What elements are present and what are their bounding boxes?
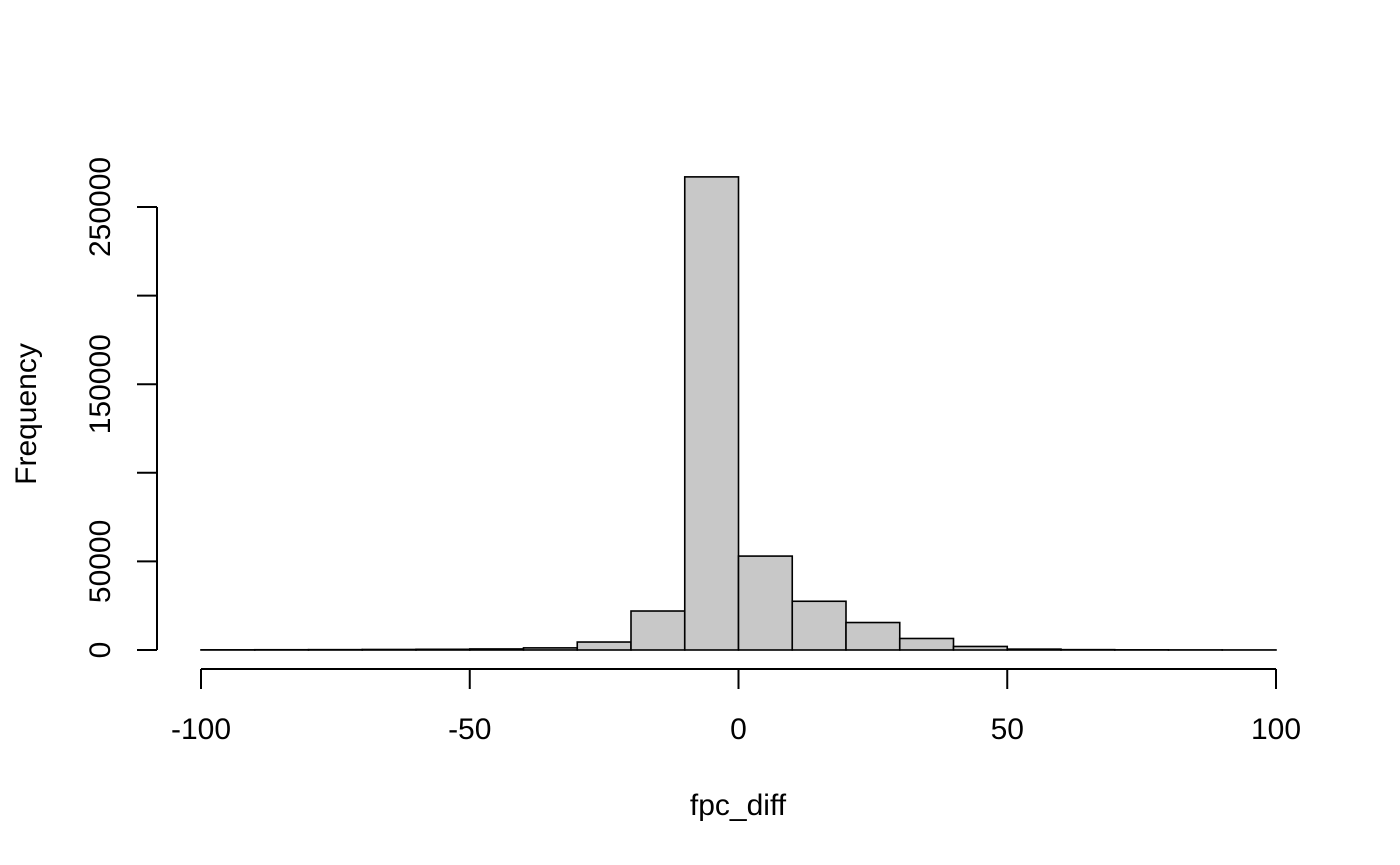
y-axis-label: Frequency — [10, 343, 43, 485]
histogram-bar — [468, 648, 525, 651]
x-tick-label: 0 — [730, 713, 747, 746]
histogram-bar — [952, 645, 1009, 651]
histogram-bar — [898, 637, 955, 651]
x-tick-label: 100 — [1251, 713, 1301, 746]
x-tick-label: -50 — [448, 713, 491, 746]
histogram-bar — [737, 555, 794, 651]
y-tick-label: 50000 — [84, 520, 117, 603]
histogram-bar — [791, 600, 847, 651]
y-axis: 0 50000 150000 250000 — [84, 157, 158, 659]
x-tick-label: 50 — [991, 713, 1024, 746]
y-tick-label: 150000 — [84, 334, 117, 434]
bars-group — [200, 176, 1277, 651]
x-axis: -100 -50 0 50 100 — [171, 668, 1301, 746]
histogram-bar — [522, 647, 579, 651]
x-tick-label: -100 — [171, 713, 231, 746]
histogram-bar — [683, 176, 740, 651]
y-tick-label: 250000 — [84, 157, 117, 257]
histogram-bar — [845, 621, 901, 651]
histogram-bar — [415, 648, 471, 651]
histogram-bar — [630, 610, 686, 651]
y-tick-label: 0 — [84, 642, 117, 659]
x-axis-label: fpc_diff — [690, 789, 787, 822]
histogram-bar — [1006, 648, 1062, 651]
histogram-bar — [361, 648, 417, 651]
histogram-bar — [576, 641, 632, 651]
